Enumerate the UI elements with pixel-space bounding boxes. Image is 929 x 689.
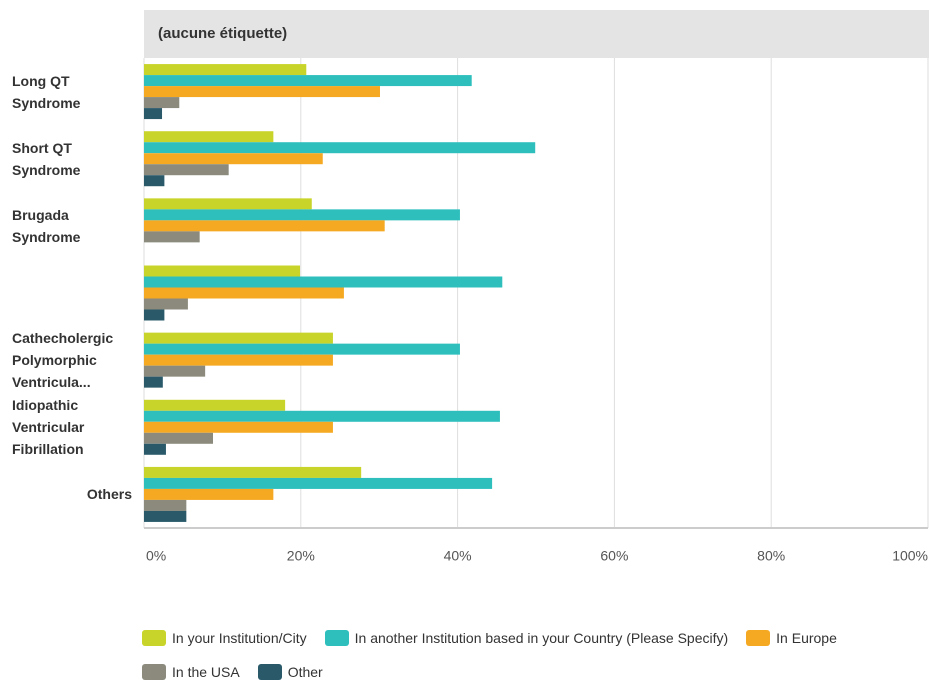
bar [144,231,200,243]
legend-label: In your Institution/City [172,630,307,646]
bar [144,510,187,522]
y-tick-label: Others [86,486,132,503]
x-tick-label: 60% [600,548,628,564]
bar [144,443,166,455]
category-box: Short QT Syndrome [8,109,132,209]
bar [144,488,274,500]
x-tick-label: 100% [892,548,928,564]
y-tick-label: Cathecholergic Polymorphic Ventricula... [12,330,114,391]
bar [144,97,180,109]
bar [144,265,301,277]
bar [144,175,165,187]
bar [144,354,333,366]
category-box: Brugada Syndrome [8,176,132,276]
bar [144,410,500,422]
bar [144,499,187,511]
legend: In your Institution/City In another Insti… [142,630,929,680]
x-tick-label: 0% [146,548,166,564]
bar [144,64,307,76]
legend-swatch [257,664,282,680]
bar [144,153,323,165]
x-tick-label: 20% [287,548,315,564]
category-box: Idiopathic Ventricular Fibrillation [8,377,132,477]
legend-item: In your Institution/City [142,630,307,646]
y-tick-label: Idiopathic Ventricular Fibrillation [12,397,85,458]
bar [144,209,460,221]
legend-swatch [142,630,166,646]
y-tick-label: Long QT Syndrome [12,72,81,111]
bar [144,399,286,411]
bar [144,421,333,433]
bar [144,108,163,120]
bar [144,477,493,489]
legend-label: Other [287,664,323,680]
category-box: Long QT Syndrome [8,42,132,142]
category-box: Others [8,444,132,544]
bar [144,287,344,299]
bar [144,164,229,176]
y-tick-label: Brugada Syndrome [12,206,81,245]
legend-label: In the USA [172,664,240,680]
bar [144,220,385,232]
bar [144,276,503,288]
bar [144,142,536,154]
bar [144,343,460,355]
bar [144,86,380,98]
legend-label: In Europe [776,630,837,646]
bar [144,376,163,388]
legend-item: In Europe [746,630,837,646]
bar [144,432,213,444]
chart-title: (aucune étiquette) [158,25,287,42]
bar [144,365,206,377]
legend-item: Other [257,664,323,680]
bar [144,198,312,210]
bar [144,309,165,321]
x-tick-label: 80% [757,548,785,564]
legend-item: In another Institution based in your Cou… [324,630,729,646]
legend-item: In the USA [142,664,240,680]
bar [144,332,333,344]
legend-label: In another Institution based in your Cou… [354,630,729,646]
category-box: Cathecholergic Polymorphic Ventricula... [8,310,132,410]
bar [144,75,472,87]
legend-swatch [324,630,349,646]
bar [144,298,188,310]
bar [144,131,274,143]
y-tick-label: Short QT Syndrome [12,139,81,178]
x-tick-label: 40% [444,548,472,564]
legend-swatch [142,664,166,680]
bar [144,466,362,478]
header-band [144,10,929,58]
legend-swatch [746,630,771,646]
